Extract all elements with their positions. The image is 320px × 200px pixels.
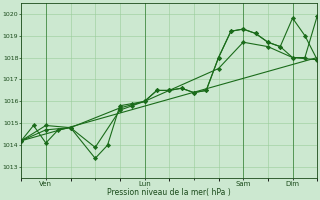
X-axis label: Pression niveau de la mer( hPa ): Pression niveau de la mer( hPa ) [107,188,231,197]
